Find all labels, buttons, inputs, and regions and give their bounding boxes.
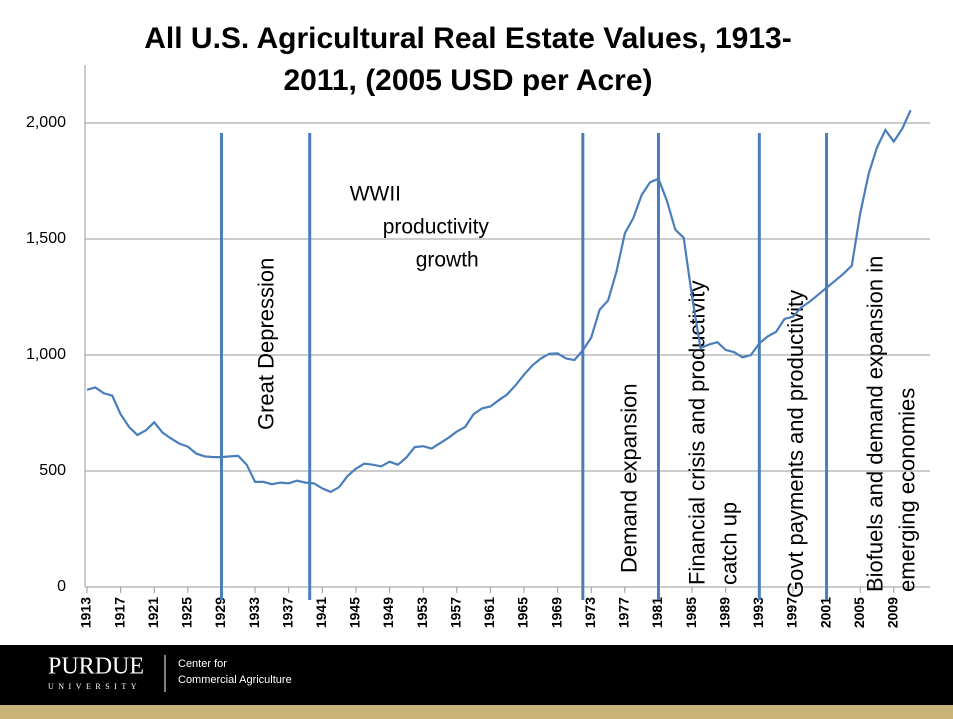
footer-strip xyxy=(0,705,953,719)
footer-band xyxy=(0,645,953,705)
x-tick-label: 1937 xyxy=(279,597,295,628)
logo: PURDUE xyxy=(48,654,144,680)
x-tick-label: 1941 xyxy=(313,597,329,628)
x-tick-label: 1977 xyxy=(616,597,632,628)
x-tick-label: 1985 xyxy=(683,597,699,628)
x-tick-label: 1913 xyxy=(78,597,94,628)
x-tick-label: 2005 xyxy=(851,597,867,628)
event-label: emerging economies xyxy=(894,388,919,592)
event-label: Biofuels and demand expansion in xyxy=(862,256,887,592)
y-tick-label: 1,500 xyxy=(26,230,66,247)
event-label: catch up xyxy=(716,502,741,585)
x-tick-label: 1997 xyxy=(784,597,800,628)
logo-sub: UNIVERSITY xyxy=(48,682,141,691)
x-tick-label: 1933 xyxy=(246,597,262,628)
x-tick-label: 1969 xyxy=(548,597,564,628)
y-tick-label: 2,000 xyxy=(26,114,66,131)
event-label: productivity xyxy=(383,216,490,239)
chart-title: All U.S. Agricultural Real Estate Values… xyxy=(144,22,791,55)
x-tick-label: 1953 xyxy=(414,597,430,628)
event-label: WWII xyxy=(350,183,401,206)
x-tick-label: 1961 xyxy=(481,597,497,628)
footer-center: Commercial Agriculture xyxy=(178,674,292,686)
y-tick-label: 1,000 xyxy=(26,346,66,363)
x-tick-label: 2009 xyxy=(884,597,900,628)
x-tick-label: 2001 xyxy=(817,597,833,628)
x-tick-label: 1925 xyxy=(179,597,195,628)
x-tick-label: 1965 xyxy=(515,597,531,628)
chart-title: 2011, (2005 USD per Acre) xyxy=(283,64,652,97)
y-tick-label: 0 xyxy=(57,578,66,595)
x-tick-label: 1993 xyxy=(750,597,766,628)
x-tick-label: 1981 xyxy=(649,597,665,628)
y-tick-label: 500 xyxy=(39,462,66,479)
x-tick-label: 1957 xyxy=(447,597,463,628)
x-tick-label: 1917 xyxy=(111,597,127,628)
event-label: Great Depression xyxy=(253,258,278,430)
x-tick-label: 1973 xyxy=(582,597,598,628)
event-label: Demand expansion xyxy=(617,383,642,573)
x-tick-label: 1929 xyxy=(212,597,228,628)
footer-center: Center for xyxy=(178,658,227,670)
line xyxy=(86,109,912,494)
x-tick-label: 1989 xyxy=(716,597,732,628)
x-tick-label: 1945 xyxy=(347,597,363,628)
event-label: growth xyxy=(416,249,479,272)
x-tick-label: 1921 xyxy=(145,597,161,628)
x-tick-label: 1949 xyxy=(380,597,396,628)
event-label: Govt payments and productivity xyxy=(783,290,808,598)
